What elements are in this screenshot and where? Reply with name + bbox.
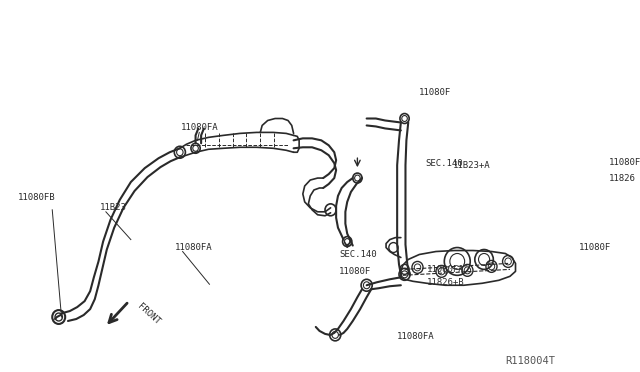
Text: 11826+B: 11826+B — [427, 278, 465, 287]
Text: 11080FA: 11080FA — [175, 243, 213, 252]
Text: 11B23+A: 11B23+A — [452, 161, 490, 170]
Text: 11826: 11826 — [609, 174, 636, 183]
Text: SEC.140: SEC.140 — [339, 250, 376, 259]
Text: R118004T: R118004T — [506, 356, 556, 366]
Text: 11080FA: 11080FA — [397, 332, 435, 341]
Text: 11080FA: 11080FA — [180, 123, 218, 132]
Text: 11080F: 11080F — [339, 267, 371, 276]
Text: 11080FB: 11080FB — [18, 193, 56, 202]
Text: 11080F: 11080F — [419, 88, 452, 97]
Text: SEC.140: SEC.140 — [426, 159, 463, 168]
Text: 11080FA: 11080FA — [427, 265, 465, 274]
Text: FRONT: FRONT — [136, 302, 161, 326]
Text: 11080F: 11080F — [609, 158, 640, 167]
Text: 11080F: 11080F — [579, 243, 611, 252]
Text: 11B23: 11B23 — [99, 203, 126, 212]
